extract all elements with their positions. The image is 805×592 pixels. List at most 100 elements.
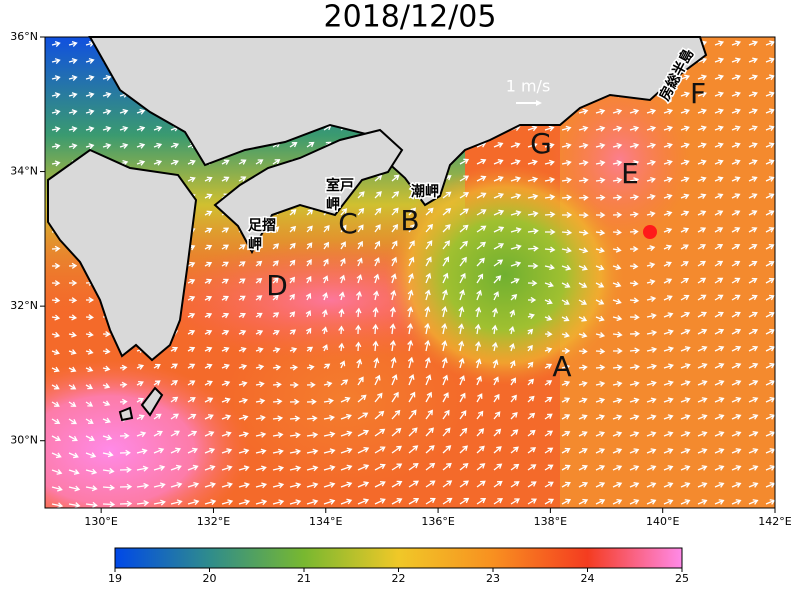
current-arrow [102,451,114,458]
current-arrow [510,463,520,471]
current-arrow [663,414,674,421]
current-arrow [136,397,145,404]
current-arrow [289,364,299,371]
current-arrow [544,498,555,505]
current-arrow [187,499,200,506]
current-arrow [663,91,674,98]
current-arrow [714,328,725,335]
current-arrow [493,209,505,216]
region-label: F [690,77,706,110]
current-arrow [493,411,501,420]
current-arrow [391,223,399,233]
shikoku [213,128,404,255]
current-arrow [629,482,640,488]
current-arrow [85,109,95,115]
current-arrow [544,430,554,437]
current-arrow [527,193,539,200]
current-arrow [646,296,657,303]
current-arrow [357,257,363,267]
current-arrow [527,262,539,269]
current-arrow [408,427,418,437]
current-arrow [306,381,316,388]
current-arrow [765,294,775,301]
current-arrow [306,141,315,148]
current-arrow [204,312,213,319]
current-arrow [374,481,386,488]
current-arrow [476,273,484,284]
current-arrow [527,159,538,166]
current-arrow [475,306,482,318]
current-arrow [407,356,414,369]
x-tick-label: 132°E [197,515,230,528]
current-arrow [136,500,150,507]
current-arrow [561,331,570,338]
current-arrow [459,445,468,454]
current-arrow [119,125,129,132]
current-arrow [731,345,742,352]
current-arrow [187,295,196,302]
current-arrow [476,410,484,420]
current-arrow [476,209,487,216]
current-arrow [510,210,522,217]
current-arrow [510,278,520,284]
current-arrow [51,469,63,475]
current-arrow [475,341,482,352]
current-arrow [187,261,196,268]
current-arrow [765,91,775,98]
current-arrow [272,347,281,354]
current-arrow [442,256,450,267]
current-arrow [68,401,77,407]
current-arrow [629,125,640,132]
current-arrow [646,363,658,370]
current-arrow [612,281,622,288]
current-arrow [441,357,448,369]
current-arrow [680,261,689,267]
current-arrow [357,207,365,216]
current-arrow [765,210,775,216]
current-arrow [391,174,400,182]
current-arrow [731,108,741,115]
current-arrow [748,227,758,233]
current-arrow [255,159,264,165]
current-arrow [255,347,264,353]
current-arrow [68,485,81,492]
current-arrow [407,306,414,318]
current-arrow [629,347,641,354]
current-arrow [442,409,450,420]
current-arrow [355,290,362,301]
current-arrow [578,481,589,488]
current-arrow [527,313,535,320]
current-arrow [323,241,330,250]
current-arrow [289,225,297,233]
current-arrow [323,448,336,455]
current-arrow [374,463,386,471]
current-arrow [629,465,640,471]
current-arrow [629,499,640,505]
region-label: C [338,207,358,240]
current-arrow [474,323,481,335]
current-arrow [306,346,314,353]
current-arrow [748,244,758,250]
current-arrow [731,227,741,233]
current-arrow [374,224,381,233]
current-arrow [578,247,589,254]
current-arrow [561,464,571,471]
current-arrow [595,264,605,271]
current-arrow [544,363,553,369]
current-arrow [272,312,280,318]
current-arrow [765,345,775,352]
current-arrow [544,464,554,471]
current-arrow [765,431,775,437]
current-arrow [493,142,504,148]
current-arrow [714,74,724,81]
place-label: 岬 [326,197,340,213]
current-arrow [459,240,468,250]
current-arrow [102,434,113,441]
current-arrow [306,208,314,216]
current-arrow [714,159,724,166]
current-arrow [527,176,539,183]
current-arrow [663,499,674,505]
current-arrow [748,125,758,132]
current-arrow [85,383,94,390]
current-arrow [527,245,539,252]
